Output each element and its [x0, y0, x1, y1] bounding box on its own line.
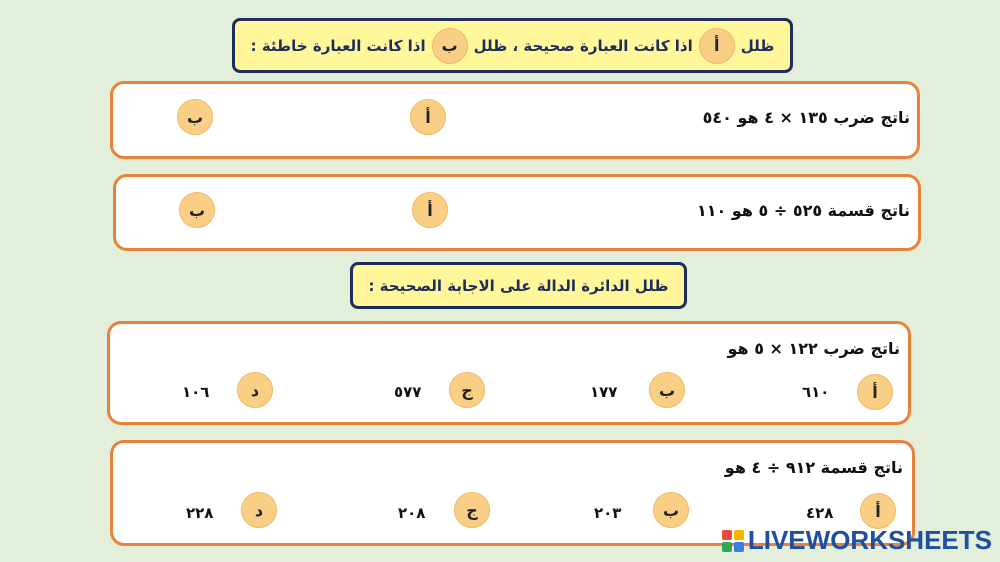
instruction-text: ظلل الدائرة الدالة على الاجابة الصحيحة :: [368, 276, 669, 295]
question-box-3: [107, 321, 911, 425]
question-text: ناتج ضرب ١٢٢ × ٥ هو: [727, 339, 901, 358]
option-a-value: ٤٢٨: [806, 504, 834, 522]
option-d-button[interactable]: د: [241, 492, 277, 528]
option-d-value: ٢٢٨: [186, 504, 214, 522]
option-a-button[interactable]: أ: [860, 493, 896, 529]
option-b-button[interactable]: ب: [177, 99, 213, 135]
instructions-header-2: ظلل الدائرة الدالة على الاجابة الصحيحة :: [350, 262, 687, 309]
option-c-value: ٢٠٨: [398, 504, 426, 522]
option-a-button[interactable]: أ: [410, 99, 446, 135]
question-text: ناتج قسمة ٩١٢ ÷ ٤ هو: [724, 458, 903, 477]
option-a-button[interactable]: أ: [857, 374, 893, 410]
option-c-value: ٥٧٧: [394, 383, 422, 401]
option-b-sample: ب: [431, 27, 468, 64]
option-b-button[interactable]: ب: [179, 192, 215, 228]
question-box-2: [113, 174, 921, 251]
option-a-value: ٦١٠: [802, 383, 830, 401]
instructions-header: ظلل أ اذا كانت العبارة صحيحة ، ظلل ب اذا…: [232, 18, 793, 73]
instruction-text: اذا كانت العبارة خاطئة :: [250, 36, 426, 55]
liveworksheets-logo: LIVEWORKSHEETS: [721, 525, 992, 556]
option-b-value: ١٧٧: [590, 383, 618, 401]
logo-icon: [721, 529, 744, 552]
option-a-button[interactable]: أ: [412, 192, 448, 228]
option-c-button[interactable]: ج: [449, 372, 485, 408]
option-c-button[interactable]: ج: [454, 492, 490, 528]
question-text: ناتج قسمة ٥٢٥ ÷ ٥ هو ١١٠: [696, 201, 910, 220]
option-b-value: ٢٠٣: [594, 504, 622, 522]
option-d-button[interactable]: د: [237, 372, 273, 408]
instruction-text: اذا كانت العبارة صحيحة ، ظلل: [473, 36, 693, 55]
option-b-button[interactable]: ب: [653, 492, 689, 528]
question-box-4: [110, 440, 915, 546]
logo-text: LIVEWORKSHEETS: [747, 525, 992, 555]
option-b-button[interactable]: ب: [649, 372, 685, 408]
option-a-sample: أ: [698, 27, 735, 64]
instruction-text: ظلل: [740, 36, 775, 55]
question-text: ناتج ضرب ١٣٥ × ٤ هو ٥٤٠: [702, 108, 910, 127]
question-box-1: [110, 81, 920, 159]
option-d-value: ١٠٦: [182, 383, 210, 401]
